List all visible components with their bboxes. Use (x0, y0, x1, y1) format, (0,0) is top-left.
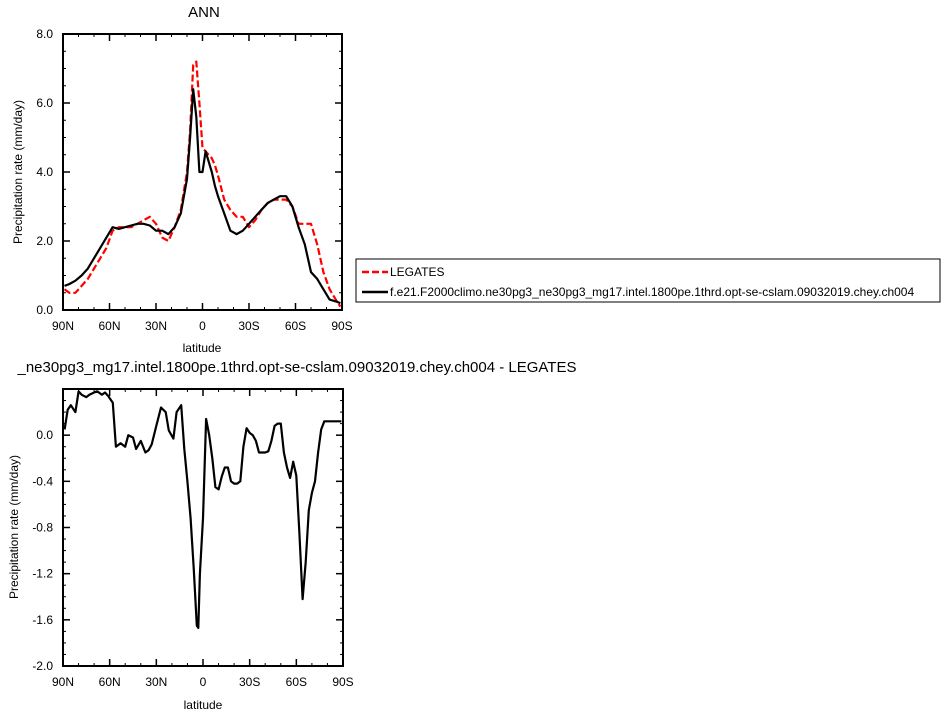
panel1-series-group (63, 60, 342, 308)
x-tick-label: 90S (331, 319, 352, 333)
x-tick-label: 30N (145, 675, 167, 689)
y-tick-label: 4.0 (36, 165, 53, 179)
panel2-y-axis: 0.0 -0.4 -0.8 -1.2 -1.6 -2.0 (32, 388, 343, 673)
x-tick-label: 90N (52, 675, 74, 689)
legend: LEGATES f.e21.F2000climo.ne30pg3_ne30pg3… (355, 258, 941, 303)
y-tick-label: 8.0 (36, 27, 53, 41)
panel2-title: _ne30pg3_mg17.intel.1800pe.1thrd.opt-se-… (17, 359, 577, 376)
panel2-y-axis-label: Precipitation rate (mm/day) (7, 455, 21, 599)
x-tick-label: 60S (286, 675, 307, 689)
legend-box (355, 258, 941, 303)
panel1-y-axis: 0.0 2.0 4.0 6.0 8.0 (36, 27, 342, 317)
series-line-difference (63, 390, 342, 630)
y-tick-label: 2.0 (36, 234, 53, 248)
x-tick-label: 90S (332, 675, 353, 689)
y-tick-label: 6.0 (36, 96, 53, 110)
y-tick-label: -1.6 (32, 613, 53, 627)
x-tick-label: 30N (145, 319, 167, 333)
panel1-title: ANN (188, 4, 220, 21)
series-line-legates (63, 60, 342, 308)
panel1-x-axis: 90N 60N 30N 0 30S 60S 90S (52, 34, 353, 333)
legend-label-model: f.e21.F2000climo.ne30pg3_ne30pg3_mg17.in… (390, 285, 914, 299)
x-tick-label: 0 (200, 675, 207, 689)
x-tick-label: 60N (99, 675, 121, 689)
x-tick-label: 30S (238, 319, 259, 333)
x-tick-label: 60N (98, 319, 120, 333)
series-line-model (64, 88, 341, 305)
panel2-x-axis-label: latitude (184, 698, 223, 712)
x-tick-label: 90N (52, 319, 74, 333)
legend-label-legates: LEGATES (390, 265, 444, 279)
y-tick-label: -0.4 (32, 474, 53, 488)
y-tick-label: 0.0 (36, 428, 53, 442)
x-tick-label: 30S (239, 675, 260, 689)
panel2-x-axis: 90N 60N 30N 0 30S 60S 90S (52, 389, 354, 689)
y-tick-label: -0.8 (32, 521, 53, 535)
panel1-y-axis-label: Precipitation rate (mm/day) (11, 100, 25, 244)
y-tick-label: -2.0 (32, 659, 53, 673)
y-tick-label: -1.2 (32, 567, 53, 581)
x-tick-label: 0 (199, 319, 206, 333)
x-tick-label: 60S (285, 319, 306, 333)
panel2-series-group (63, 390, 342, 630)
panel1-x-axis-label: latitude (183, 341, 222, 355)
y-tick-label: 0.0 (36, 303, 53, 317)
